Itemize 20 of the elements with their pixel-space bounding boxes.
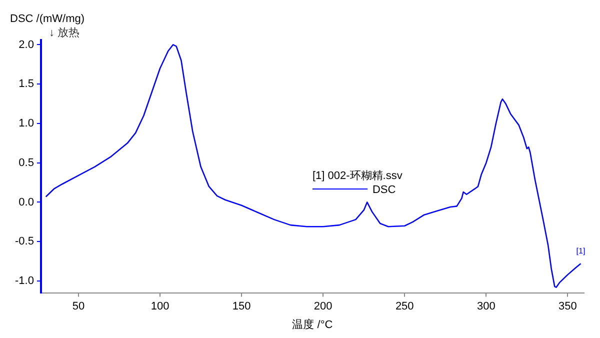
- legend-label: DSC: [372, 184, 396, 196]
- annotation: [1]: [576, 246, 586, 256]
- y-tick-label: 2.0: [18, 38, 34, 51]
- y-tick-label: -1.0: [14, 275, 34, 288]
- x-tick-label: 250: [395, 300, 414, 312]
- y-tick-label: 0.0: [18, 196, 34, 208]
- x-tick-label: 50: [72, 300, 85, 312]
- x-tick-label: 300: [476, 300, 496, 312]
- y-tick-label: 1.0: [18, 118, 34, 130]
- y-tick-label: -0.5: [14, 236, 34, 248]
- x-tick-label: 100: [150, 300, 170, 312]
- x-tick-label: 200: [314, 300, 332, 312]
- x-tick-label: 150: [232, 300, 251, 312]
- x-tick-label: 350: [558, 300, 577, 312]
- y-tick-label: 1.5: [18, 78, 34, 90]
- text: ↓ 放热: [48, 27, 80, 39]
- legend-title: [1] 002-环糊精.ssv: [312, 170, 403, 182]
- x-axis-title: 温度 /°C: [292, 318, 333, 331]
- y-axis-title: DSC /(mW/mg): [10, 13, 85, 25]
- y-tick-label: 0.5: [18, 156, 34, 169]
